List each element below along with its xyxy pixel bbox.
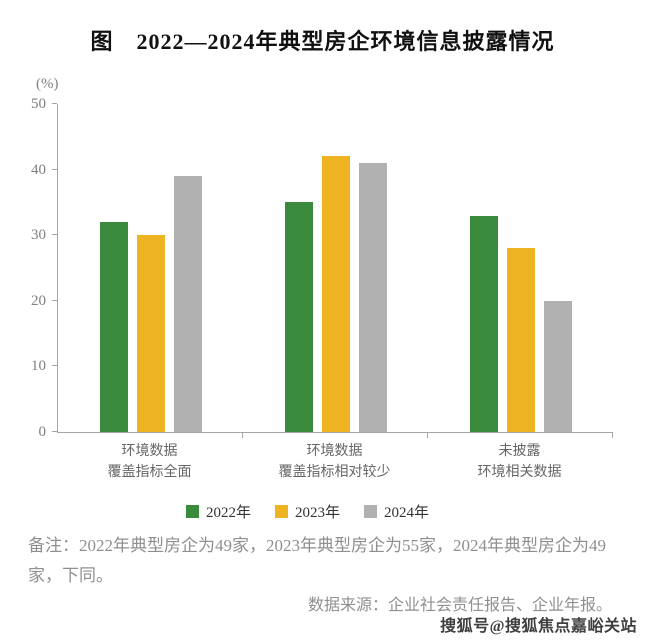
y-axis-tick-mark [52,431,57,432]
legend-swatch [274,505,288,518]
category-label-line: 环境数据 [306,444,363,459]
bar-group-1 [243,104,428,432]
x-axis-tick-mark [612,433,613,438]
bar-2024年-category-2 [543,300,572,432]
note-text: 备注：2022年典型房企为49家，2023年典型房企为55家，2024年典型房企… [28,536,606,585]
bar-2022年-category-1 [284,202,313,432]
legend-label: 2022年 [205,505,251,521]
category-label-line: 覆盖指标全面 [107,465,192,480]
bar-group-0 [58,104,243,432]
legend: 2022年 2023年 2024年 [30,501,585,522]
bar-2023年-category-2 [506,248,535,432]
y-tick-label: 10 [31,358,46,375]
y-axis-tick-labels: 50 40 30 20 10 0 [0,95,46,441]
legend-label: 2024年 [384,505,430,521]
bar-2022年-category-2 [469,215,498,432]
legend-item-2024年: 2024年 [364,501,429,522]
category-label-line: 覆盖指标相对较少 [278,465,391,480]
chart-title: 图 2022—2024年典型房企环境信息披露情况 [90,29,555,54]
category-label: 未披露 环境相关数据 [427,441,612,483]
bar-group-2 [428,104,613,432]
y-tick-label: 40 [31,161,46,178]
legend-item-2023年: 2023年 [274,501,340,522]
y-axis-tick-mark [52,365,57,367]
plot-area [52,103,613,438]
y-axis-tick-mark [52,299,57,301]
category-label-line: 未披露 [498,444,541,459]
legend-label: 2023年 [294,505,340,521]
x-axis-labels: 环境数据 覆盖指标全面 环境数据 覆盖指标相对较少 未披露 环境相关数据 [57,441,612,483]
watermark: 搜狐号@搜狐焦点嘉峪关站 [440,618,637,635]
legend-item-2022年: 2022年 [185,501,251,522]
category-label: 环境数据 覆盖指标全面 [57,441,242,483]
y-tick-label: 50 [31,96,46,112]
category-label-line: 环境数据 [121,444,178,459]
bar-2023年-category-1 [321,156,350,432]
x-axis-tick-mark [241,433,243,438]
x-axis-tick-mark [427,433,428,438]
source-text: 数据来源：企业社会责任报告、企业年报。 [307,597,612,614]
y-tick-label: 20 [31,292,46,309]
bar-2024年-category-1 [358,163,387,432]
category-label: 环境数据 覆盖指标相对较少 [242,441,427,483]
y-axis-tick-mark [52,168,57,170]
y-tick-label: 0 [38,423,47,440]
bar-2022年-category-0 [99,222,128,432]
y-axis-unit-label: (%) [36,76,59,92]
bar-2023年-category-0 [136,235,165,432]
y-axis-tick-mark [52,103,57,104]
y-tick-label: 30 [31,227,46,244]
legend-swatch [364,505,377,518]
bar-2024年-category-0 [173,176,202,432]
legend-swatch [185,505,199,518]
y-axis-tick-mark [52,234,57,236]
category-label-line: 环境相关数据 [477,465,562,480]
